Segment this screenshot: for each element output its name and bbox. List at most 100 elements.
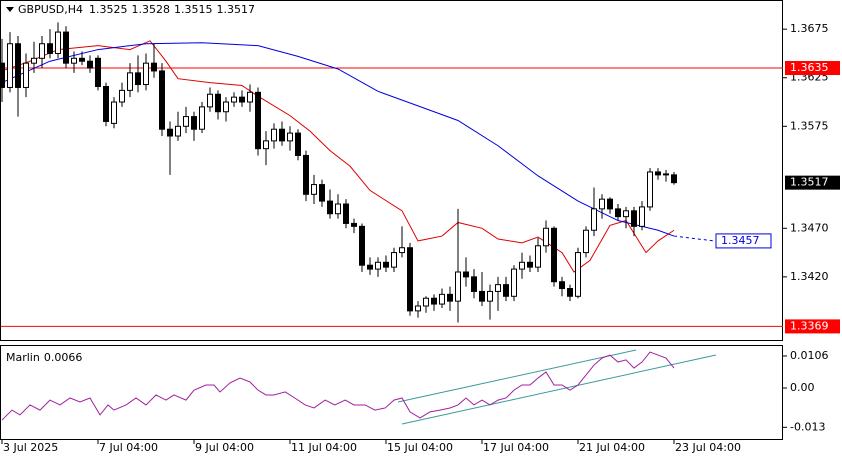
level-label-box (785, 61, 840, 76)
candle-body (63, 31, 69, 64)
indicator-info: Marlin 0.0066 (6, 351, 82, 364)
candle-body (367, 264, 373, 270)
indicator-line (1, 351, 675, 421)
candle-body (223, 101, 229, 113)
candle-body (167, 128, 173, 137)
x-tick-label: 11 Jul 04:00 (291, 441, 357, 454)
x-tick-label: 9 Jul 04:00 (195, 441, 254, 454)
candle-body (207, 93, 213, 108)
candle-body (95, 57, 101, 87)
candle-body (351, 222, 357, 227)
candle-body (495, 284, 501, 292)
x-tick-label: 15 Jul 04:00 (387, 441, 453, 454)
candle-body (527, 261, 533, 268)
x-tick-label: 7 Jul 04:00 (99, 441, 158, 454)
candle-body (575, 252, 581, 297)
candle-body (271, 128, 277, 142)
candle-body (247, 91, 253, 103)
candle-body (135, 72, 141, 86)
candle-body (479, 290, 485, 302)
candle-body (647, 171, 653, 208)
last-low: 1.3515 (174, 3, 213, 16)
candle-body (159, 70, 165, 130)
candle-body (23, 62, 29, 88)
price-label-box (785, 175, 840, 190)
candle-body (255, 91, 261, 150)
candle-body (279, 128, 285, 142)
candle-body (319, 184, 325, 202)
symbol-info: GBPUSD,H4 1.3525 1.3528 1.3515 1.3517 (18, 3, 255, 16)
candle-body (535, 245, 541, 268)
candle-body (263, 140, 269, 150)
candle-body (471, 276, 477, 292)
price-label: 1.3517 (790, 176, 829, 189)
candle-body (39, 43, 45, 59)
candle-body (439, 293, 445, 305)
symbol: GBPUSD,H4 (18, 3, 83, 16)
candle-body (559, 281, 565, 290)
candle-body (551, 227, 557, 283)
candle-body (583, 229, 589, 254)
candle-body (655, 171, 661, 176)
candle-body (47, 43, 53, 54)
candle-body (599, 198, 605, 210)
x-tick-label: 21 Jul 04:00 (579, 441, 645, 454)
candle-body (127, 72, 133, 91)
candle-body (295, 132, 301, 156)
candle-body (631, 210, 637, 227)
candle-body (431, 297, 437, 305)
candle-body (335, 203, 341, 215)
ma-projection (673, 235, 715, 242)
y-tick-label: 1.3575 (790, 119, 829, 132)
candle-body (375, 261, 381, 270)
candle-body (671, 174, 677, 184)
candle-body (663, 173, 669, 176)
moving-average (1, 42, 675, 237)
last-high: 1.3528 (131, 3, 170, 16)
candle-body (567, 288, 573, 297)
y-tick-label: 0.00 (790, 381, 815, 394)
candle-body (519, 261, 525, 270)
channel-upper (397, 349, 637, 403)
candle-body (455, 271, 461, 302)
candle-body (79, 57, 85, 62)
candle-body (487, 290, 493, 302)
candle-body (423, 297, 429, 307)
candle-body (623, 210, 629, 218)
last-close: 1.3517 (216, 3, 255, 16)
level-label: 1.3369 (790, 319, 829, 332)
candle-body (111, 101, 117, 124)
channel-lower (401, 354, 717, 425)
y-tick-label: -0.013 (790, 420, 825, 433)
candle-body (143, 62, 149, 86)
candle-body (359, 225, 365, 266)
candle-body (407, 247, 413, 312)
candle-body (119, 89, 125, 103)
candle-body (463, 271, 469, 278)
candle-body (287, 132, 293, 142)
candle-body (103, 85, 109, 122)
level-label-box (785, 319, 840, 334)
level-label: 1.3635 (790, 61, 829, 74)
candle-body (503, 284, 509, 297)
candle-body (55, 31, 61, 54)
candle-body (311, 184, 317, 195)
ma-label: 1.3457 (721, 234, 760, 247)
candle-body (399, 247, 405, 254)
candle-body (215, 93, 221, 113)
ma-label-box (715, 233, 772, 249)
y-tick-label: 1.3675 (790, 22, 829, 35)
candle-body (543, 227, 549, 247)
menu-arrow[interactable] (6, 7, 14, 12)
indicator-name: Marlin (6, 351, 40, 364)
candle-body (199, 106, 205, 130)
candle-body (0, 62, 5, 88)
candle-body (591, 208, 597, 231)
candle-body (391, 252, 397, 268)
y-tick-label: 1.3470 (790, 221, 829, 234)
candle-body (7, 43, 13, 88)
candle-body (239, 96, 245, 103)
candle-body (231, 96, 237, 103)
main-pane (0, 0, 783, 341)
candle-body (151, 62, 157, 72)
